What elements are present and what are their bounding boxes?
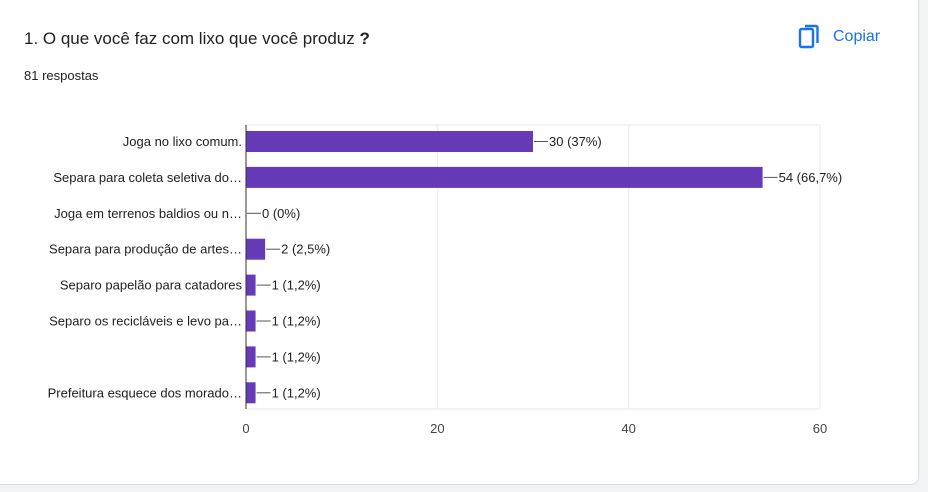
bar[interactable] — [246, 310, 256, 332]
bar[interactable] — [246, 346, 256, 368]
chart-bars — [246, 131, 763, 404]
data-label: 1 (1,2%) — [272, 278, 321, 293]
data-label: 2 (2,5%) — [281, 242, 330, 257]
question-title: 1. O que você faz com lixo que você prod… — [24, 29, 370, 49]
bar[interactable] — [246, 131, 533, 152]
data-label: 1 (1,2%) — [272, 385, 321, 400]
data-label: 30 (37%) — [549, 134, 602, 149]
chart-labels: Joga no lixo comum. 30 (37%) Separa para c… — [48, 134, 843, 400]
question-card: 1. O que você faz com lixo que você prod… — [0, 0, 919, 485]
data-label: 1 (1,2%) — [272, 314, 321, 329]
category-label: Separa para produção de artes… — [49, 242, 242, 257]
x-tick-label: 40 — [621, 421, 635, 436]
data-label: 0 (0%) — [262, 206, 300, 221]
copy-button[interactable]: Copiar — [798, 22, 880, 52]
x-tick-label: 60 — [813, 421, 827, 436]
bar-chart: Joga no lixo comum. 30 (37%) Separa para c… — [48, 124, 843, 436]
copy-icon — [798, 23, 822, 51]
category-label: Separa para coleta seletiva do… — [53, 170, 242, 185]
response-count: 81 respostas — [24, 68, 99, 83]
category-label: Joga em terrenos baldios ou n… — [54, 206, 242, 221]
x-tick-label: 20 — [430, 421, 444, 436]
copy-label: Copiar — [833, 28, 881, 45]
chart-axis: 0 20 40 60 — [242, 125, 827, 436]
category-label: Separo papelão para catadores — [60, 278, 243, 293]
bar[interactable] — [246, 382, 256, 404]
bar[interactable] — [246, 274, 256, 296]
bar[interactable] — [246, 166, 763, 188]
data-label: 54 (66,7%) — [779, 170, 843, 185]
category-label: Prefeitura esquece dos morado… — [48, 385, 242, 400]
data-label: 1 (1,2%) — [272, 349, 321, 364]
category-label: Joga no lixo comum. — [123, 134, 242, 149]
question-title-text: 1. O que você faz com lixo que você prod… — [24, 29, 355, 48]
question-mark: ? — [359, 29, 370, 48]
x-tick-label: 0 — [242, 421, 249, 436]
category-label: Separo os recicláveis e levo pa… — [49, 314, 242, 329]
bar[interactable] — [246, 238, 266, 260]
